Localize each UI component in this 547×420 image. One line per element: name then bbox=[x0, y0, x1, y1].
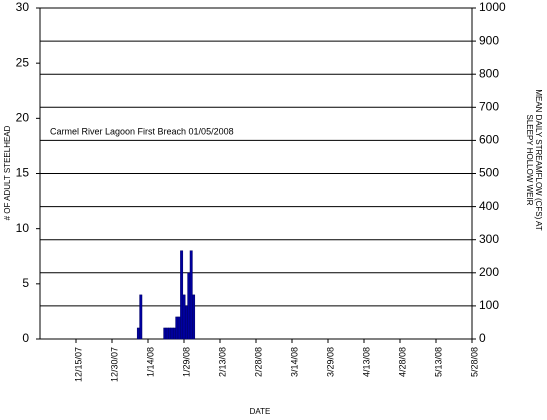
bar bbox=[192, 294, 196, 340]
y2-tick-label: 500 bbox=[479, 166, 499, 180]
y2-tick-label: 300 bbox=[479, 232, 499, 246]
annotation: Carmel River Lagoon First Breach 01/05/2… bbox=[50, 126, 234, 136]
x-tick-label: 4/28/08 bbox=[397, 347, 407, 377]
x-tick-label: 5/13/08 bbox=[433, 347, 443, 377]
y2-tick-label: 800 bbox=[479, 66, 499, 80]
y-axis-label: # OF ADULT STEELHEAD bbox=[3, 125, 12, 220]
bar bbox=[189, 250, 193, 340]
x-tick-label: 3/14/08 bbox=[289, 347, 299, 377]
x-tick-label: 2/28/08 bbox=[253, 347, 263, 377]
bar bbox=[163, 327, 167, 340]
bar bbox=[139, 294, 143, 340]
y2-tick-label: 200 bbox=[479, 265, 499, 279]
x-tick-label: 12/30/07 bbox=[109, 347, 119, 382]
y2-tick-label: 100 bbox=[479, 298, 499, 312]
bar bbox=[182, 294, 186, 340]
bar bbox=[165, 327, 169, 340]
bar bbox=[172, 327, 176, 340]
y2-tick-label: 900 bbox=[479, 33, 499, 47]
x-tick-label: 12/15/07 bbox=[73, 347, 83, 382]
x-tick-label: 3/29/08 bbox=[325, 347, 335, 377]
x-tick-label: 5/28/08 bbox=[469, 347, 479, 377]
y2-axis-label: MEAN DAILY STREAMFLOW (CFS) AT bbox=[534, 89, 543, 230]
y2-axis-label: SLEEPY HOLLOW WEIR bbox=[525, 115, 534, 206]
x-tick-label: 4/13/08 bbox=[361, 347, 371, 377]
y-tick-label: 10 bbox=[16, 221, 30, 235]
y2-tick-label: 0 bbox=[479, 331, 486, 345]
bar bbox=[184, 305, 188, 340]
y2-tick-label: 1000 bbox=[479, 0, 506, 14]
bar bbox=[187, 272, 191, 340]
x-tick-label: 2/13/08 bbox=[217, 347, 227, 377]
bar bbox=[180, 250, 184, 340]
y-tick-label: 30 bbox=[16, 0, 30, 14]
x-tick-label: 1/29/08 bbox=[181, 347, 191, 377]
y2-tick-label: 400 bbox=[479, 199, 499, 213]
bar bbox=[168, 327, 172, 340]
x-tick-label: 1/14/08 bbox=[145, 347, 155, 377]
y2-tick-label: 600 bbox=[479, 133, 499, 147]
y-tick-label: 0 bbox=[22, 331, 29, 345]
bar bbox=[170, 327, 174, 340]
y-tick-label: 25 bbox=[16, 55, 30, 69]
bar bbox=[136, 327, 140, 340]
x-axis-label: DATE bbox=[250, 407, 271, 416]
bar bbox=[177, 316, 181, 340]
y2-tick-label: 700 bbox=[479, 99, 499, 113]
bar bbox=[175, 316, 179, 340]
y-tick-label: 15 bbox=[16, 166, 30, 180]
y-tick-label: 5 bbox=[22, 276, 29, 290]
y-tick-label: 20 bbox=[16, 111, 30, 125]
